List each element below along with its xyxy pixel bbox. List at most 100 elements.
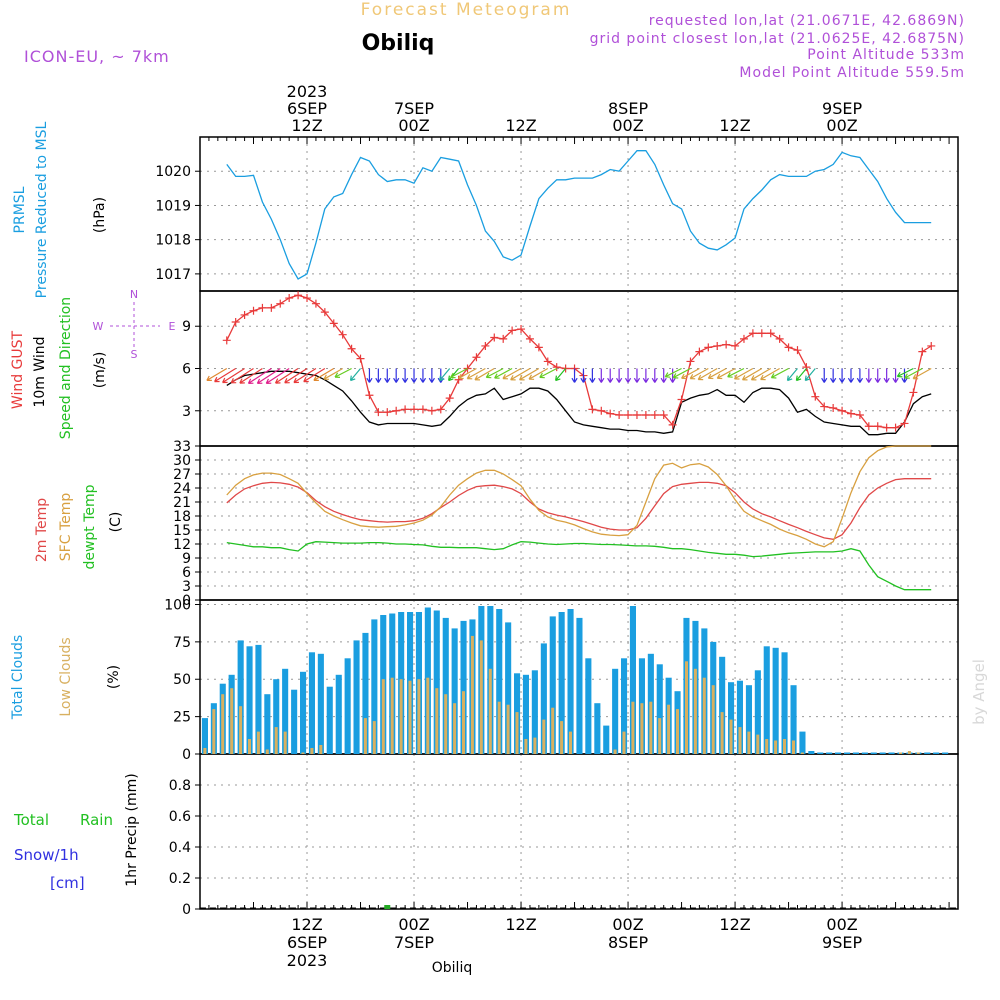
gust-marker (695, 347, 704, 356)
gust-marker (329, 319, 338, 328)
y-tick-label: 1019 (155, 198, 191, 214)
total-cloud-bar (808, 751, 815, 754)
wind-arrow (883, 368, 890, 383)
total-cloud-bar (621, 658, 628, 754)
y-tick-label: 75 (173, 635, 191, 651)
low-cloud-bar (560, 721, 564, 754)
time-label-top: 00Z (612, 116, 643, 135)
gust-line (226, 294, 932, 429)
wind-arrow (716, 367, 736, 380)
total-cloud-bar (576, 617, 583, 754)
total-cloud-bar (763, 646, 770, 754)
wind-arrow (760, 367, 780, 381)
gust-marker (276, 299, 285, 308)
gust-marker (606, 409, 615, 418)
gust-marker (882, 423, 891, 432)
watermark: by Angel (970, 659, 988, 725)
wind-arrow (770, 367, 789, 379)
low-cloud-bar (453, 703, 457, 754)
total-cloud-bar (799, 731, 806, 754)
wind-gust-label: Wind GUST (10, 330, 26, 409)
plot-area: 1017101810191020369036912151821242730330… (155, 136, 959, 918)
low-cloud-bar (551, 707, 555, 754)
total-label: Total (13, 811, 49, 829)
wind-arrow (669, 368, 676, 383)
wind-labels: Wind GUST 10m Wind Speed and Direction (… (10, 288, 176, 439)
gust-marker (784, 343, 793, 352)
wind-arrow (821, 368, 828, 383)
total-cloud-bar (754, 670, 761, 754)
low-cloud-bar (515, 712, 519, 754)
gust-marker (392, 406, 401, 415)
wind-arrow (733, 367, 754, 380)
dewpt-label: dewpt Temp (82, 484, 98, 569)
gust-marker (686, 357, 695, 366)
total-cloud-bar (933, 752, 940, 754)
total-cloud-bar (772, 647, 779, 754)
gust-marker (588, 405, 597, 414)
wind-arrow (466, 367, 486, 380)
low-cloud-bar (783, 739, 786, 754)
gust-marker (267, 303, 276, 312)
y-tick-label: 6 (182, 565, 191, 581)
low-cloud-bar (221, 694, 225, 754)
low-cloud-bar (685, 661, 688, 754)
wind-arrow (519, 367, 540, 381)
compass-w: W (93, 320, 104, 333)
y-tick-label: 1018 (155, 233, 191, 249)
wind-arrow (494, 367, 513, 379)
dewpt-line (226, 541, 932, 591)
gust-marker (624, 411, 633, 419)
wind-arrow (247, 367, 272, 384)
gust-marker (793, 346, 802, 355)
gust-marker (481, 341, 490, 350)
low-cloud-bar (435, 688, 439, 754)
total-cloud-bar (246, 646, 253, 754)
gust-marker (427, 406, 436, 415)
total-cloud-bar (870, 752, 877, 754)
wind-arrow (874, 368, 881, 383)
time-label-top: 00Z (398, 116, 429, 135)
low-cloud-bar (916, 752, 920, 754)
panel-frame (199, 753, 959, 910)
wind-arrow (642, 368, 649, 383)
total-cloud-bar (201, 718, 208, 754)
low-cloud-bar (569, 731, 572, 754)
total-cloud-bar (942, 752, 949, 754)
temp2m-label: 2m Temp (34, 498, 50, 562)
gust-marker (659, 411, 668, 419)
gust-marker (704, 343, 713, 352)
gust-marker (222, 336, 231, 345)
wind-arrow (856, 368, 864, 383)
gust-marker (615, 411, 624, 419)
wind-arrow (448, 368, 460, 382)
wind-speed-dir-label: Speed and Direction (58, 297, 74, 439)
clouds-unit: (%) (106, 665, 122, 689)
y-tick-label: 1020 (155, 164, 191, 180)
gust-marker (356, 354, 365, 363)
total-cloud-bar (540, 643, 547, 754)
gust-marker (418, 405, 427, 414)
gust-marker (303, 294, 312, 303)
time-label-bottom: 00Z (826, 915, 857, 934)
wind-arrow (741, 367, 763, 381)
gust-marker (802, 363, 811, 372)
low-cloud-bar (640, 703, 644, 754)
low-cloud-bar (702, 677, 706, 754)
low-cloud-bar (774, 740, 778, 754)
panel-frame (199, 445, 959, 601)
wind-arrow (555, 368, 567, 382)
low-cloud-bar (497, 701, 501, 754)
total-cloud-bar (291, 689, 298, 754)
time-label-top: 00Z (826, 116, 857, 135)
gust-marker (338, 330, 347, 339)
time-label-bottom: 8SEP (608, 933, 648, 952)
total-cloud-bar (558, 612, 565, 754)
wind-arrow (214, 367, 236, 383)
low-cloud-bar (613, 749, 617, 754)
total-cloud-bar (451, 628, 458, 754)
wind-arrow (474, 367, 495, 381)
sfc-temp-label: SFC Temp (58, 493, 74, 562)
gust-marker (490, 333, 499, 342)
